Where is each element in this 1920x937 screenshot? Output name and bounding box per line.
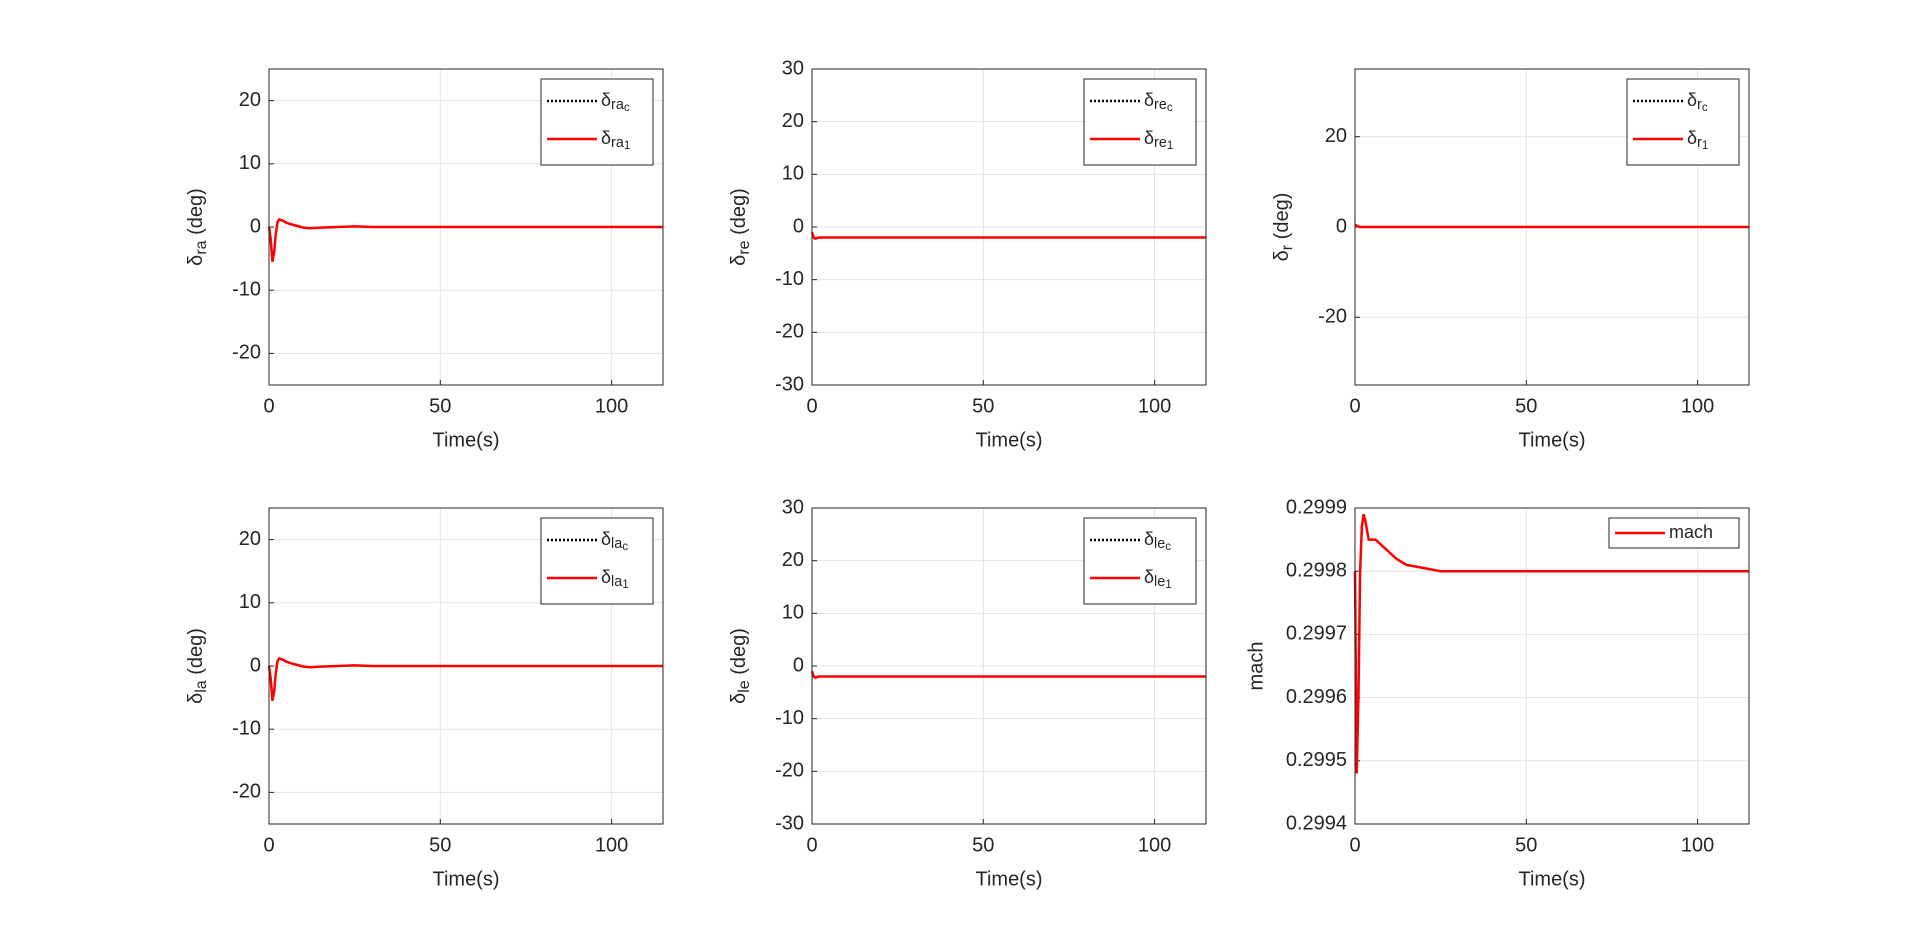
y-tick-label: 20 [1325, 125, 1347, 147]
axes-frame [268, 68, 664, 386]
x-tick-label: 100 [1681, 834, 1714, 856]
y-axis-label: δre (deg) [728, 188, 753, 266]
y-tick-label: 10 [782, 163, 804, 185]
x-tick-label: 0 [263, 395, 274, 417]
legend-label: δrec [1144, 90, 1173, 115]
legend-box [540, 78, 654, 166]
legend-box [1083, 78, 1197, 166]
x-tick-label: 50 [972, 395, 994, 417]
y-tick-label: 0 [1336, 215, 1347, 237]
legend-label: δlac [601, 529, 628, 554]
y-tick-label: -20 [775, 760, 804, 782]
y-tick-label: 10 [782, 602, 804, 624]
y-tick-label: -10 [232, 717, 261, 739]
y-tick-label: -20 [232, 781, 261, 803]
x-tick-label: 100 [1681, 395, 1714, 417]
x-axis-label: Time(s) [432, 868, 499, 890]
legend-label: δrc [1687, 90, 1708, 115]
y-tick-label: 0 [250, 215, 261, 237]
x-tick-label: 100 [1138, 834, 1171, 856]
x-tick-label: 100 [595, 395, 628, 417]
y-tick-label: -20 [775, 321, 804, 343]
legend-label: δre1 [1144, 128, 1173, 153]
y-tick-label: 10 [239, 591, 261, 613]
series-line [267, 217, 663, 262]
legend-label: δla1 [601, 567, 629, 592]
legend-label: mach [1669, 522, 1713, 542]
y-tick-label: 20 [239, 528, 261, 550]
legend-label: δr1 [1687, 128, 1708, 153]
x-tick-label: 50 [972, 834, 994, 856]
x-tick-label: 0 [1349, 834, 1360, 856]
series-line [267, 656, 663, 701]
y-tick-label: 0.2999 [1286, 496, 1347, 518]
legend-label: δrac [601, 90, 630, 115]
y-tick-label: 0 [793, 215, 804, 237]
plot-area [1355, 508, 1749, 824]
legend-box [1626, 78, 1740, 166]
subplot: -30 -20 -10 0 10 20 30 0 50 100 Time(s) δle (deg) δl… [728, 496, 1207, 890]
subplot: -20 -10 0 10 20 0 50 100 Time(s) δla (deg) δlac δla… [185, 507, 664, 890]
series-line [1353, 513, 1749, 774]
y-axis-label: δle (deg) [728, 628, 753, 704]
y-tick-label: 20 [782, 549, 804, 571]
axes-frame [1354, 507, 1750, 825]
y-tick-label: 20 [782, 110, 804, 132]
axes-frame [811, 68, 1207, 386]
y-tick-label: 30 [782, 57, 804, 79]
x-axis-label: Time(s) [1518, 868, 1585, 890]
y-tick-label: -10 [775, 268, 804, 290]
axes-frame [811, 507, 1207, 825]
x-tick-label: 100 [595, 834, 628, 856]
x-tick-label: 50 [1515, 395, 1537, 417]
y-axis-label: δra (deg) [185, 188, 210, 266]
x-tick-label: 0 [806, 395, 817, 417]
x-tick-label: 0 [806, 834, 817, 856]
x-axis-label: Time(s) [975, 429, 1042, 451]
y-tick-label: 0.2997 [1286, 623, 1347, 645]
y-tick-label: 20 [239, 89, 261, 111]
y-tick-label: 0.2998 [1286, 559, 1347, 581]
legend-label: δle1 [1144, 567, 1172, 592]
x-tick-label: 50 [429, 395, 451, 417]
subplot: -20 0 20 0 50 100 Time(s) δr (deg) δrc δr1 [1271, 68, 1750, 451]
y-tick-label: 0.2996 [1286, 686, 1347, 708]
legend-box [1083, 517, 1197, 605]
x-tick-label: 50 [429, 834, 451, 856]
x-tick-label: 0 [1349, 395, 1360, 417]
x-axis-label: Time(s) [1518, 429, 1585, 451]
axes-frame [1354, 68, 1750, 386]
y-tick-label: 0.2995 [1286, 749, 1347, 771]
subplot: 0.2994 0.2995 0.2996 0.2997 0.2998 0.2999 0 50 1… [1245, 496, 1750, 890]
y-axis-label: δr (deg) [1271, 193, 1296, 262]
y-tick-label: -30 [775, 812, 804, 834]
y-tick-label: -20 [232, 342, 261, 364]
x-axis-label: Time(s) [432, 429, 499, 451]
y-tick-label: 0 [250, 654, 261, 676]
legend-label: δra1 [601, 128, 630, 153]
x-tick-label: 100 [1138, 395, 1171, 417]
x-tick-label: 50 [1515, 834, 1537, 856]
x-axis-label: Time(s) [975, 868, 1042, 890]
y-tick-label: 0.2994 [1286, 812, 1347, 834]
x-tick-label: 0 [263, 834, 274, 856]
y-tick-label: 30 [782, 496, 804, 518]
subplot: -20 -10 0 10 20 0 50 100 Time(s) δra (deg) δrac δra… [185, 68, 664, 451]
y-tick-label: -30 [775, 373, 804, 395]
y-tick-label: 10 [239, 152, 261, 174]
y-tick-label: -10 [775, 707, 804, 729]
legend-box [540, 517, 654, 605]
axes-frame [268, 507, 664, 825]
y-tick-label: -20 [1318, 306, 1347, 328]
y-axis-label: δla (deg) [185, 628, 210, 704]
subplot: -30 -20 -10 0 10 20 30 0 50 100 Time(s) δre (deg) δr… [728, 57, 1207, 451]
legend-label: δlec [1144, 529, 1171, 554]
series-line [1354, 223, 1749, 229]
series-line [810, 670, 1206, 679]
y-axis-label: mach [1245, 642, 1267, 691]
y-tick-label: 0 [793, 654, 804, 676]
series-line [810, 231, 1206, 240]
y-tick-label: -10 [232, 278, 261, 300]
